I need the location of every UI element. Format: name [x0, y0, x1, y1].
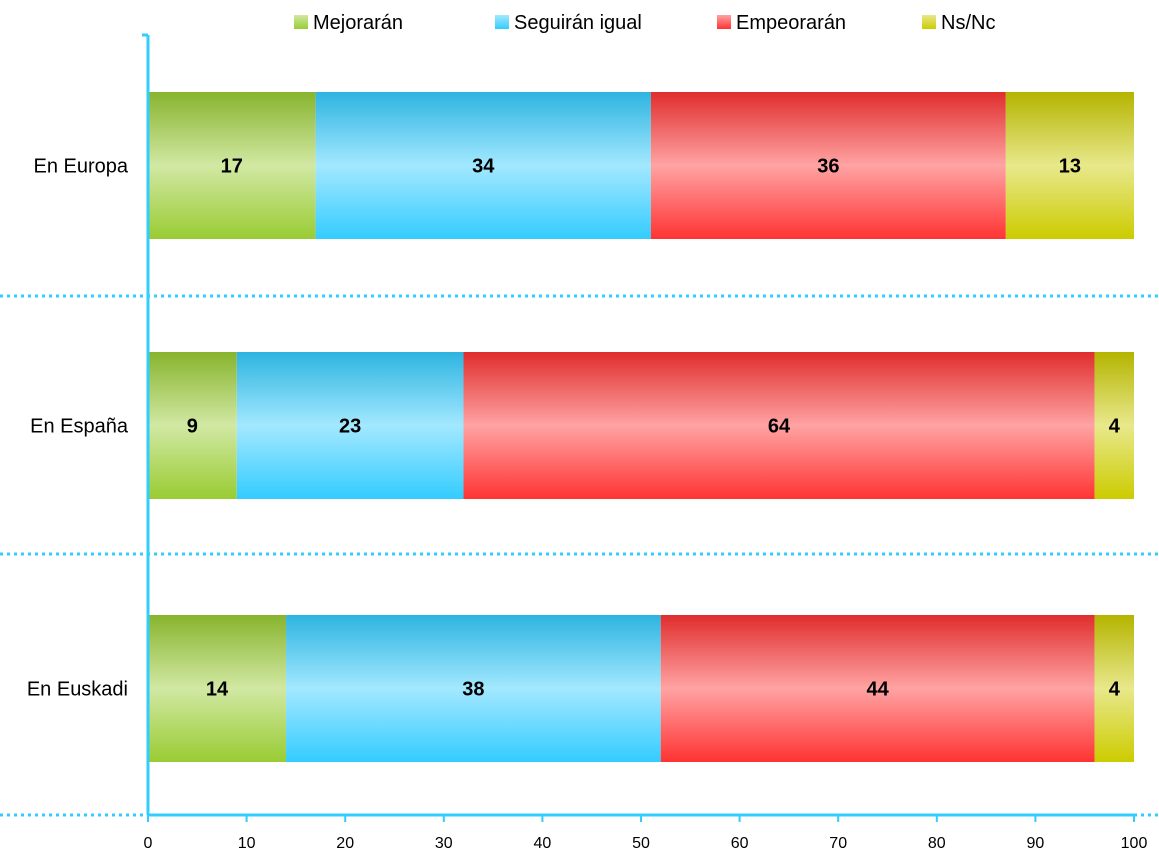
legend-swatch: [294, 15, 308, 29]
legend-swatch: [495, 15, 509, 29]
x-tick-label: 50: [632, 835, 650, 852]
bar-segment: [286, 615, 661, 762]
bar-segment: [1005, 92, 1134, 239]
data-label: 38: [462, 679, 484, 701]
x-tick-label: 60: [731, 835, 749, 852]
legend-label: Seguirán igual: [514, 12, 642, 34]
data-label: 64: [768, 416, 791, 438]
x-tick-label: 90: [1027, 835, 1045, 852]
data-label: 17: [221, 156, 243, 178]
bar-segment: [660, 615, 1095, 762]
bar-segment: [315, 92, 651, 239]
x-tick-label: 40: [534, 835, 552, 852]
bar-segment: [148, 615, 287, 762]
category-label: En Euskadi: [27, 679, 128, 701]
data-label: 14: [206, 679, 229, 701]
legend-swatch: [717, 15, 731, 29]
data-label: 23: [339, 416, 361, 438]
x-tick-label: 0: [144, 835, 153, 852]
category-labels: En Europa En España En Euskadi: [27, 156, 129, 701]
legend-item: Empeorarán: [717, 12, 846, 34]
bar-segment: [1094, 352, 1134, 499]
category-label: En Europa: [33, 156, 128, 178]
legend-label: Mejorarán: [313, 12, 403, 34]
bar-segment: [1094, 615, 1134, 762]
legend: Mejorarán Seguirán igual Empeorarán Ns/Nc: [294, 12, 995, 34]
axes: [142, 33, 1135, 822]
data-labels: 17 34 36 139 23 64 414 38 44 4: [187, 156, 1121, 701]
legend-item: Mejorarán: [294, 12, 403, 34]
x-tick-labels: 0 10 20 30 40 50 60 70 80 90 100: [144, 835, 1148, 852]
x-tick-label: 100: [1121, 835, 1148, 852]
x-tick-label: 30: [435, 835, 453, 852]
bar-segment: [148, 352, 237, 499]
bar-segment: [463, 352, 1095, 499]
data-label: 13: [1059, 156, 1081, 178]
x-tick-label: 10: [238, 835, 256, 852]
legend-item: Ns/Nc: [922, 12, 995, 34]
data-label: 34: [472, 156, 495, 178]
legend-swatch: [922, 15, 936, 29]
data-label: 4: [1109, 416, 1121, 438]
legend-label: Ns/Nc: [941, 12, 995, 34]
legend-label: Empeorarán: [736, 12, 846, 34]
x-tick-label: 80: [928, 835, 946, 852]
bar-segment: [236, 352, 464, 499]
category-label: En España: [30, 416, 129, 438]
data-label: 44: [867, 679, 890, 701]
data-label: 36: [817, 156, 839, 178]
x-tick-label: 70: [829, 835, 847, 852]
bar-segments: [148, 92, 1134, 762]
bar-segment: [650, 92, 1006, 239]
x-tick-label: 20: [336, 835, 354, 852]
data-label: 9: [187, 416, 198, 438]
bar-segment: [148, 92, 316, 239]
data-label: 4: [1109, 679, 1121, 701]
legend-item: Seguirán igual: [495, 12, 642, 34]
